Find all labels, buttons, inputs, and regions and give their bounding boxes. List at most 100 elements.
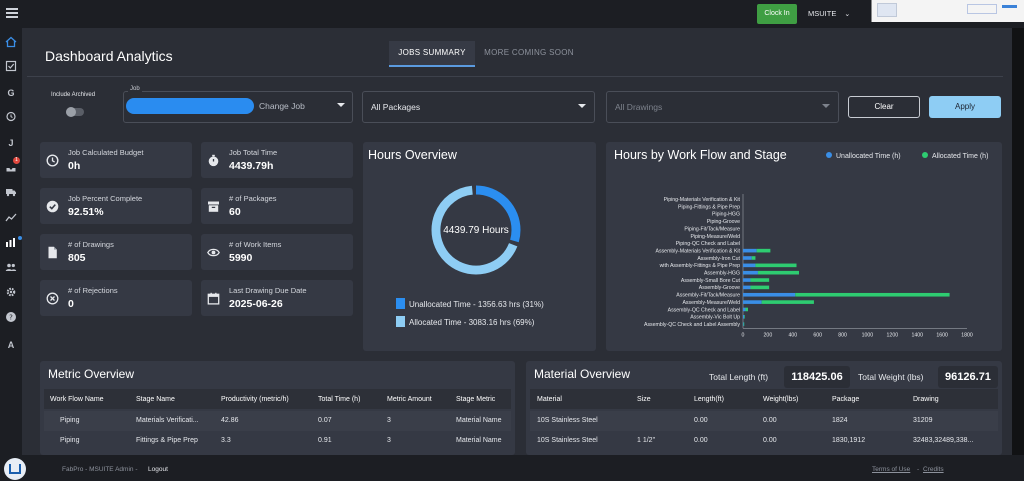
column-header[interactable]: Total Time (h)	[318, 396, 361, 403]
bar-segment[interactable]	[743, 307, 746, 312]
selected-job-pill[interactable]	[126, 98, 254, 114]
checkbox-icon[interactable]	[4, 60, 18, 74]
column-header[interactable]: Stage Name	[136, 396, 175, 403]
change-job-link[interactable]: Change Job	[259, 101, 305, 111]
bar-segment[interactable]	[756, 248, 771, 253]
y-tick-label: Piping-Measure/Weld	[691, 234, 741, 240]
bar-segment[interactable]	[743, 278, 751, 282]
column-header[interactable]: Size	[637, 396, 651, 403]
job-selector[interactable]	[123, 91, 353, 123]
svg-text:?: ?	[9, 314, 13, 322]
clock-in-button[interactable]: Clock In	[757, 4, 797, 24]
column-header[interactable]: Stage Metric	[456, 396, 496, 403]
g-icon[interactable]: G	[7, 88, 15, 98]
calendar-icon	[207, 292, 220, 305]
bar-segment[interactable]	[743, 270, 758, 275]
stat-value: 0	[68, 298, 74, 310]
y-tick-label: Assembly-Groove	[699, 285, 740, 291]
trend-icon[interactable]	[4, 211, 18, 225]
include-archived-toggle[interactable]	[66, 107, 84, 117]
inbox-icon[interactable]	[4, 161, 18, 175]
column-header[interactable]: Productivity (metric/h)	[221, 396, 289, 403]
bar-segment[interactable]	[751, 256, 756, 260]
y-tick-label: Piping-Fit/Tack/Measure	[684, 226, 740, 232]
x-tick-label: 1200	[887, 332, 899, 338]
bar-segment[interactable]	[743, 322, 745, 326]
column-header[interactable]: Weight(lbs)	[763, 396, 799, 403]
table-row[interactable]	[44, 431, 511, 451]
y-tick-label: Piping-Materials Verification & Kit	[664, 197, 741, 203]
column-header[interactable]: Material	[537, 396, 562, 403]
bar-segment[interactable]	[743, 263, 756, 268]
total-weight-value: 96126.71	[938, 366, 998, 388]
include-archived-label: Include Archived	[51, 92, 96, 98]
table-row[interactable]	[530, 431, 998, 451]
alarm-icon[interactable]	[4, 110, 18, 124]
table-row[interactable]	[530, 411, 998, 431]
bar-segment[interactable]	[755, 263, 797, 268]
gear-icon[interactable]	[4, 286, 18, 300]
analytics-icon[interactable]	[4, 236, 18, 250]
credits-link[interactable]: Credits	[923, 466, 944, 473]
msuite-logo[interactable]	[4, 458, 26, 480]
top-bar	[0, 0, 1024, 28]
cell: 0.00	[763, 417, 777, 424]
bar-segment[interactable]	[743, 315, 745, 319]
tab-jobs-summary[interactable]: JOBS SUMMARY	[389, 41, 475, 67]
logout-link[interactable]: Logout	[148, 466, 168, 473]
help-icon[interactable]: ?	[4, 311, 18, 325]
bar-segment[interactable]	[743, 300, 762, 304]
stat-label: Last Drawing Due Date	[229, 286, 307, 295]
legend-swatch	[396, 298, 405, 309]
footer-user-text: FabPro - MSUITE Admin -	[62, 466, 138, 473]
column-header[interactable]: Work Flow Name	[50, 396, 104, 403]
cell: Materials Verificati...	[136, 417, 199, 424]
bar-segment[interactable]	[750, 278, 770, 282]
cell: 3	[387, 437, 391, 444]
column-header[interactable]: Length(ft)	[694, 396, 724, 403]
stat-card: Job Percent Complete 92.51%	[40, 188, 192, 224]
bar-segment[interactable]	[745, 307, 748, 312]
drawings-select[interactable]: All Drawings	[606, 91, 839, 123]
apply-button[interactable]: Apply	[929, 96, 1001, 118]
hamburger-menu-icon[interactable]	[6, 8, 18, 18]
bar-segment[interactable]	[761, 300, 814, 304]
bar-segment[interactable]	[757, 270, 799, 275]
job-dropdown-toggle[interactable]	[335, 91, 353, 123]
truck-icon[interactable]	[4, 186, 18, 200]
stat-value: 805	[68, 252, 86, 264]
bar-segment[interactable]	[743, 292, 796, 297]
bar-segment[interactable]	[743, 256, 752, 260]
tab-more-coming-soon[interactable]: MORE COMING SOON	[484, 48, 574, 57]
home-icon[interactable]	[4, 36, 18, 50]
users-icon[interactable]	[4, 261, 18, 275]
y-tick-label: Piping-Groove	[707, 219, 740, 225]
table-row[interactable]	[44, 411, 511, 431]
terms-link[interactable]: Terms of Use	[872, 466, 911, 473]
cell: 1 1/2"	[637, 437, 656, 444]
bar-segment[interactable]	[795, 292, 950, 297]
x-tick-label: 1000	[862, 332, 874, 338]
bar-segment[interactable]	[743, 285, 751, 290]
column-header[interactable]: Metric Amount	[387, 396, 432, 403]
column-header[interactable]: Package	[832, 396, 860, 403]
legend-text: Allocated Time - 3083.16 hrs (69%)	[409, 318, 535, 327]
hours-donut-chart	[431, 185, 521, 275]
stat-value: 2025-06-26	[229, 298, 283, 310]
x-tick-label: 1600	[936, 332, 948, 338]
a-icon[interactable]: A	[7, 340, 15, 350]
bar-segment[interactable]	[744, 315, 745, 319]
packages-select[interactable]: All Packages	[362, 91, 595, 123]
clear-button[interactable]: Clear	[848, 96, 920, 118]
j-icon[interactable]: J	[8, 138, 14, 148]
column-header[interactable]: Drawing	[913, 396, 939, 403]
user-menu[interactable]: MSUITE ⌄	[808, 9, 850, 18]
bar-segment[interactable]	[750, 285, 770, 290]
y-tick-label: Piping-QC Check and Label	[676, 241, 740, 247]
y-tick-label: Assembly-Measure/Weld	[682, 300, 740, 306]
bar-segment[interactable]	[743, 248, 757, 253]
bar-segment[interactable]	[743, 322, 744, 326]
thumbnail-preview	[871, 0, 1024, 22]
donut-unallocated-arc	[431, 185, 521, 275]
x-tick-label: 1800	[961, 332, 973, 338]
